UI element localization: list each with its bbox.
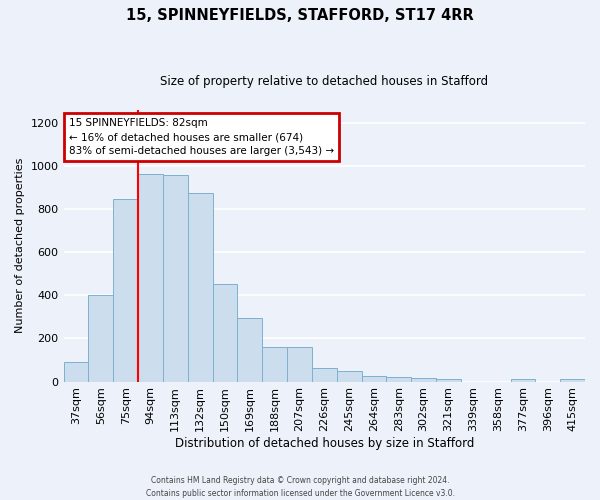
Bar [238, 318, 262, 382]
X-axis label: Distribution of detached houses by size in Stafford: Distribution of detached houses by size … [175, 437, 474, 450]
Bar [560, 380, 585, 382]
Bar [511, 380, 535, 382]
Bar [113, 200, 138, 382]
Bar [138, 174, 163, 382]
Title: Size of property relative to detached houses in Stafford: Size of property relative to detached ho… [160, 75, 488, 88]
Bar [312, 368, 337, 382]
Bar [411, 378, 436, 382]
Y-axis label: Number of detached properties: Number of detached properties [15, 158, 25, 334]
Bar [386, 378, 411, 382]
Text: 15, SPINNEYFIELDS, STAFFORD, ST17 4RR: 15, SPINNEYFIELDS, STAFFORD, ST17 4RR [126, 8, 474, 22]
Bar [436, 380, 461, 382]
Bar [64, 362, 88, 382]
Bar [362, 376, 386, 382]
Bar [287, 347, 312, 382]
Bar [337, 371, 362, 382]
Bar [212, 284, 238, 382]
Bar [262, 347, 287, 382]
Bar [163, 174, 188, 382]
Text: 15 SPINNEYFIELDS: 82sqm
← 16% of detached houses are smaller (674)
83% of semi-d: 15 SPINNEYFIELDS: 82sqm ← 16% of detache… [69, 118, 334, 156]
Text: Contains HM Land Registry data © Crown copyright and database right 2024.
Contai: Contains HM Land Registry data © Crown c… [146, 476, 455, 498]
Bar [188, 193, 212, 382]
Bar [88, 296, 113, 382]
